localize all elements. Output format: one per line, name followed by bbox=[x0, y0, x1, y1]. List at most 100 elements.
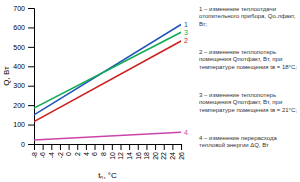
annotation-line: помещения Qпотфакт, Вт, при bbox=[199, 99, 282, 105]
tick-mark bbox=[181, 144, 182, 150]
tick-label: 4 bbox=[83, 152, 90, 156]
tick: 400 bbox=[13, 63, 34, 70]
tick-label: 8 bbox=[100, 152, 107, 156]
annotation-line: 2 – изменение теплопотерь bbox=[199, 49, 276, 55]
tick: 24 bbox=[169, 144, 176, 160]
tick: 18 bbox=[143, 144, 150, 160]
series-labels: 132 4 bbox=[184, 21, 188, 136]
tick: 6 bbox=[91, 144, 98, 156]
tick: 0 bbox=[65, 144, 72, 156]
tick-label: 10 bbox=[109, 152, 116, 160]
series-line bbox=[34, 132, 181, 140]
tick-mark bbox=[28, 27, 34, 28]
tick-label: -2 bbox=[57, 152, 64, 158]
annotation-line: температуре помещения tв = 18°C; bbox=[199, 64, 297, 70]
tick: -8 bbox=[31, 144, 38, 158]
tick-label: -6 bbox=[39, 152, 46, 158]
tick: 700 bbox=[13, 5, 34, 12]
annotation: 2 – изменение теплопотерьпомещения Qпотф… bbox=[199, 49, 297, 70]
tick: 26 bbox=[178, 144, 185, 160]
tick-mark bbox=[146, 144, 147, 150]
chart: 1 – изменение теплоотдачиотопительного п… bbox=[0, 0, 300, 182]
tick: 600 bbox=[13, 24, 34, 31]
tick-label: 100 bbox=[13, 121, 25, 128]
tick: 12 bbox=[117, 144, 124, 160]
tick-mark bbox=[77, 144, 78, 150]
annotation-line: Вт; bbox=[199, 21, 208, 27]
series-label: 2 bbox=[184, 37, 188, 44]
tick-label: 18 bbox=[143, 152, 150, 160]
series-label: 1 bbox=[184, 21, 188, 28]
tick-label: 14 bbox=[126, 152, 133, 160]
tick-label: 0 bbox=[21, 141, 25, 148]
tick: -6 bbox=[39, 144, 46, 158]
tick-label: 400 bbox=[13, 63, 25, 70]
annotation-line: тепловой энергии ΔQ, Вт bbox=[199, 142, 269, 148]
tick-label: 20 bbox=[152, 152, 159, 160]
tick: -2 bbox=[57, 144, 64, 158]
tick: 300 bbox=[13, 82, 34, 89]
tick: 2 bbox=[74, 144, 81, 156]
y-axis: 0 100 200 300 400 500 600 700 bbox=[13, 5, 34, 148]
tick-mark bbox=[51, 144, 52, 150]
tick-mark bbox=[95, 144, 96, 150]
axis-line bbox=[35, 145, 182, 151]
tick: 10 bbox=[109, 144, 116, 160]
tick-label: 300 bbox=[13, 82, 25, 89]
tick-label: 22 bbox=[160, 152, 167, 160]
tick-label: 2 bbox=[74, 152, 81, 156]
annotation-line: помещения Qпотфакт, Вт, при bbox=[199, 56, 282, 62]
tick-mark bbox=[172, 144, 173, 150]
tick: 8 bbox=[100, 144, 107, 156]
tick-mark bbox=[28, 86, 34, 87]
tick-label: 0 bbox=[65, 152, 72, 156]
tick: 20 bbox=[152, 144, 159, 160]
annotation: 4 – изменение перерасходатепловой энерги… bbox=[199, 135, 277, 148]
tick-label: -4 bbox=[48, 152, 55, 158]
tick-label: 700 bbox=[13, 5, 25, 12]
tick: 500 bbox=[13, 44, 34, 51]
tick-mark bbox=[86, 144, 87, 150]
tick: -4 bbox=[48, 144, 55, 158]
y-axis-title: Q, Вт bbox=[2, 66, 11, 86]
annotation: 3 – изменение теплопотерьпомещения Qпотф… bbox=[199, 92, 297, 113]
annotations: 1 – изменение теплоотдачиотопительного п… bbox=[199, 6, 297, 148]
annotation-line: 3 – изменение теплопотерь bbox=[199, 92, 276, 98]
tick: 4 bbox=[83, 144, 90, 156]
tick-mark bbox=[69, 144, 70, 150]
series-group bbox=[34, 25, 181, 141]
tick-label: 24 bbox=[169, 152, 176, 160]
tick-label: 200 bbox=[13, 102, 25, 109]
series-label: 4 bbox=[184, 129, 188, 136]
tick: 14 bbox=[126, 144, 133, 160]
tick-label: -8 bbox=[31, 152, 38, 158]
tick-label: 26 bbox=[178, 152, 185, 160]
annotation-line: 4 – изменение перерасхода bbox=[199, 135, 277, 141]
series-label: 3 bbox=[184, 29, 188, 36]
tick-label: 500 bbox=[13, 44, 25, 51]
x-axis: -8-6-4-202468101214161820222426 bbox=[31, 144, 185, 160]
tick: 200 bbox=[13, 102, 34, 109]
annotation: 1 – изменение теплоотдачиотопительного п… bbox=[199, 6, 296, 27]
tick-mark bbox=[60, 144, 61, 150]
tick-mark bbox=[129, 144, 130, 150]
tick: 22 bbox=[160, 144, 167, 160]
tick-mark bbox=[28, 66, 34, 67]
plot: -8-6-4-202468101214161820222426010020030… bbox=[13, 5, 188, 160]
tick: 0 bbox=[21, 141, 34, 148]
annotation-line: температуре помещения tв = 21°C; bbox=[199, 107, 297, 113]
tick: 100 bbox=[13, 121, 34, 128]
tick-mark bbox=[138, 144, 139, 150]
series-line bbox=[34, 25, 181, 115]
tick: 16 bbox=[135, 144, 142, 160]
tick-label: 600 bbox=[13, 24, 25, 31]
axis-line bbox=[28, 9, 35, 145]
tick-mark bbox=[112, 144, 113, 150]
annotation-line: отопительного прибора, Qo.лфакт, bbox=[199, 13, 296, 19]
series-line bbox=[34, 41, 181, 122]
tick-mark bbox=[28, 144, 34, 145]
tick-mark bbox=[103, 144, 104, 150]
tick-mark bbox=[28, 8, 34, 9]
tick-mark bbox=[28, 125, 34, 126]
tick-mark bbox=[164, 144, 165, 150]
